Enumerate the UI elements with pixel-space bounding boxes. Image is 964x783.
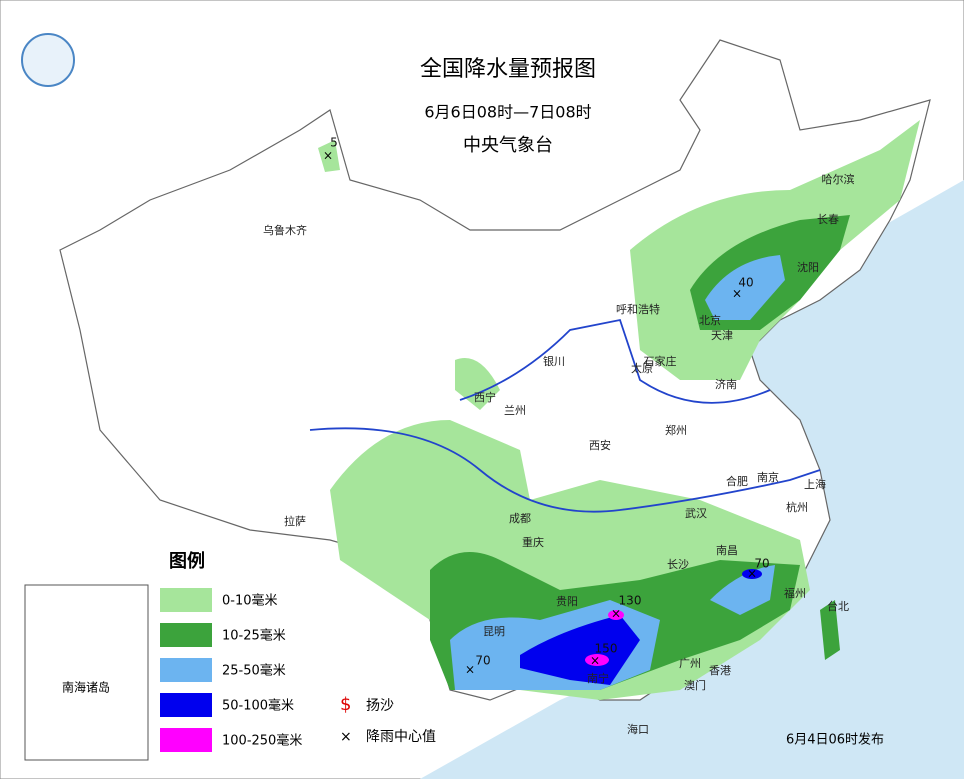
center-cross: × xyxy=(747,567,757,581)
center-value: 5 xyxy=(330,136,338,150)
city-label: 长沙 xyxy=(667,558,689,571)
legend-label: 0-10毫米 xyxy=(222,593,278,609)
area-50-100 xyxy=(520,615,640,685)
legend-label: 25-50毫米 xyxy=(222,663,286,679)
legend-swatch xyxy=(160,693,212,717)
city-label: 台北 xyxy=(827,599,849,613)
inset-label: 南海诸岛 xyxy=(62,680,110,695)
city-label: 哈尔滨 xyxy=(822,172,855,186)
logo xyxy=(21,33,75,87)
legend-dust: 扬沙 xyxy=(366,698,394,714)
legend-label: 100-250毫米 xyxy=(222,733,302,749)
city-label: 杭州 xyxy=(786,500,808,514)
city-label: 香港 xyxy=(709,664,731,677)
city-label: 西安 xyxy=(589,438,611,452)
period: 6月6日08时—7日08时 xyxy=(424,103,591,122)
city-label: 沈阳 xyxy=(797,260,819,274)
city-label: 贵阳 xyxy=(556,595,578,608)
center-value: 70 xyxy=(754,557,769,571)
city-label: 西宁 xyxy=(474,390,496,404)
center-value: 40 xyxy=(738,276,753,290)
river xyxy=(309,427,821,513)
area-25-50 xyxy=(705,255,785,320)
legend-center: 降雨中心值 xyxy=(366,729,436,745)
city-label: 海口 xyxy=(627,722,649,736)
city-label: 南昌 xyxy=(716,544,738,557)
city-label: 合肥 xyxy=(726,474,748,488)
city-label: 拉萨 xyxy=(284,514,306,528)
city-label: 昆明 xyxy=(483,625,505,638)
city-label: 太原 xyxy=(631,362,653,375)
city-label: 南宁 xyxy=(587,671,609,685)
center-values: ×5×40×70×130×150×70 xyxy=(323,136,770,677)
river xyxy=(459,318,771,404)
legend-swatch xyxy=(160,728,212,752)
center-cross: × xyxy=(611,607,621,621)
center-cross: × xyxy=(465,663,475,677)
center-cross: × xyxy=(732,287,742,301)
legend-label: 10-25毫米 xyxy=(222,628,286,644)
city-label: 福州 xyxy=(784,586,806,600)
rain-areas xyxy=(318,120,920,700)
city-label: 广州 xyxy=(679,657,701,670)
center-cross: × xyxy=(590,654,600,668)
city-label: 北京 xyxy=(699,313,721,327)
center-value: 130 xyxy=(619,594,642,608)
legend: 0-10毫米 10-25毫米 25-50毫米 50-100毫米 100-250毫米 xyxy=(160,588,302,752)
center-cross: × xyxy=(323,149,333,163)
issuer: 中央气象台 xyxy=(463,135,553,156)
city-label: 银川 xyxy=(543,354,565,368)
area-10-25 xyxy=(820,600,840,660)
city-label: 济南 xyxy=(715,377,737,391)
footer: 6月4日06时发布 xyxy=(786,732,884,748)
city-label: 天津 xyxy=(711,329,733,342)
legend-swatch xyxy=(160,623,212,647)
center-value: 70 xyxy=(475,654,490,668)
city-label: 乌鲁木齐 xyxy=(263,223,307,237)
city-label: 南京 xyxy=(757,470,779,484)
city-label: 郑州 xyxy=(665,423,687,437)
title: 全国降水量预报图 xyxy=(420,57,596,82)
city-label: 呼和浩特 xyxy=(616,302,660,316)
city-label: 上海 xyxy=(804,477,826,491)
city-label: 澳门 xyxy=(684,678,706,692)
center-symbol: × xyxy=(340,729,352,745)
legend-swatch xyxy=(160,658,212,682)
city-label: 重庆 xyxy=(522,535,544,549)
city-label: 石家庄 xyxy=(644,354,677,368)
inset-box xyxy=(24,584,149,761)
area-0-10 xyxy=(318,140,340,172)
city-label: 武汉 xyxy=(685,507,707,520)
legend-label: 50-100毫米 xyxy=(222,698,294,714)
city-label: 兰州 xyxy=(504,404,526,417)
dust-symbol: $ xyxy=(340,694,351,715)
city-label: 成都 xyxy=(509,512,531,525)
legend-swatch xyxy=(160,588,212,612)
legend-title: 图例 xyxy=(169,550,205,572)
area-100-250 xyxy=(585,654,609,666)
area-100-250 xyxy=(608,610,624,620)
center-value: 150 xyxy=(595,642,618,656)
city-label: 长春 xyxy=(817,213,839,226)
area-50-100 xyxy=(742,569,762,579)
